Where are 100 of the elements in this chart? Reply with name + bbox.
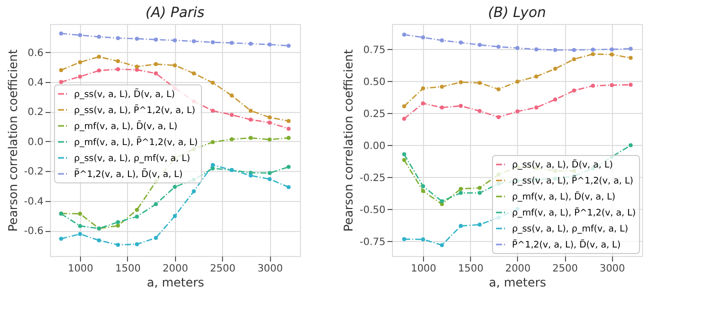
y-tick-label: -0.2 (24, 166, 44, 178)
point (116, 67, 120, 72)
y-tick-label: 0.50 (363, 76, 386, 88)
point (421, 189, 426, 193)
point (154, 202, 158, 206)
chart-title: (A) Paris (146, 5, 204, 21)
point (534, 74, 538, 78)
point (478, 42, 482, 47)
point (97, 238, 102, 242)
point (192, 189, 196, 194)
point (590, 48, 595, 52)
point (248, 136, 253, 140)
legend-label: ρ_mf(v, a, L), P̃^1,2(v, a, L) (74, 136, 198, 148)
point (116, 36, 120, 40)
y-tick-label: -0.25 (360, 172, 386, 184)
legend-label: ρ_ss(v, a, L), P̃^1,2(v, a, L) (74, 104, 196, 116)
point (134, 68, 139, 72)
point (248, 108, 253, 113)
point (286, 44, 291, 48)
x-tick-label: 1000 (410, 264, 436, 274)
point (440, 106, 444, 110)
legend-label: ρ_ss(v, a, L), ρ_mf(v, a, L) (512, 224, 628, 234)
point (515, 109, 520, 114)
point (78, 33, 82, 38)
x-tick-label: 2000 (505, 264, 531, 274)
y-tick-label: -0.6 (24, 226, 44, 238)
point (210, 140, 215, 144)
x-tick-label: 2500 (210, 264, 236, 274)
point (610, 52, 614, 56)
y-tick-label: 0.4 (28, 78, 44, 88)
point (458, 186, 463, 191)
x-tick-label: 1500 (115, 264, 141, 274)
point (534, 106, 538, 110)
y-axis-title: Pearson correlation coefficient (342, 49, 356, 232)
chart-title: (B) Lyon (488, 5, 546, 21)
point (154, 71, 158, 76)
point (572, 48, 576, 52)
y-tick-label: 0.00 (363, 140, 386, 152)
point (590, 52, 595, 56)
point (210, 162, 215, 167)
point (134, 214, 139, 219)
point (97, 34, 102, 39)
point (116, 224, 120, 228)
point (59, 80, 64, 84)
legend-label: ρ_mf(v, a, L), D̃(v, a, L) (512, 190, 616, 202)
legend-label: P̃^1,2(v, a, L), D̃(v, a, L) (512, 238, 621, 250)
point (402, 104, 406, 108)
point (402, 152, 406, 156)
point (78, 224, 82, 228)
point (553, 98, 558, 102)
point (402, 116, 406, 121)
x-tick-label: 2000 (162, 264, 188, 274)
point (78, 232, 82, 236)
point (210, 166, 215, 170)
point (402, 32, 406, 37)
point (440, 243, 444, 248)
legend-label: ρ_ss(v, a, L), D̃(v, a, L) (74, 88, 175, 100)
point (78, 60, 82, 64)
point (116, 220, 120, 224)
point (192, 39, 196, 44)
point (553, 66, 558, 71)
y-tick-label: -0.75 (360, 236, 386, 248)
point (286, 126, 291, 131)
x-tick-label: 3000 (600, 264, 626, 274)
point (154, 236, 158, 240)
legend-label: ρ_mf(v, a, L), P̃^1,2(v, a, L) (512, 206, 636, 218)
x-tick-label: 1000 (68, 264, 94, 274)
point (496, 44, 501, 49)
point (268, 171, 272, 176)
point (478, 80, 482, 85)
point (230, 94, 234, 98)
point (628, 46, 633, 51)
point (458, 224, 463, 228)
legend-label: ρ_ss(v, a, L), P̃^1,2(v, a, L) (512, 174, 634, 186)
point (458, 104, 463, 108)
y-tick-label: 0.75 (363, 44, 386, 56)
point (478, 186, 482, 190)
point (440, 84, 444, 89)
point (421, 184, 426, 188)
point (421, 35, 426, 40)
point (610, 83, 614, 88)
point (59, 68, 64, 72)
point (458, 80, 463, 84)
point (478, 222, 482, 227)
point (478, 109, 482, 114)
point (628, 56, 633, 60)
y-tick-label: -0.4 (24, 196, 44, 208)
point (458, 190, 463, 195)
point (268, 177, 272, 182)
point (421, 86, 426, 90)
point (572, 88, 576, 93)
y-tick-label: 0.25 (363, 108, 386, 120)
point (286, 185, 291, 190)
point (59, 32, 64, 36)
y-tick-label: 0.6 (28, 48, 44, 59)
point (230, 40, 234, 45)
point (496, 115, 501, 120)
point (440, 199, 444, 204)
point (248, 42, 253, 46)
point (230, 137, 234, 142)
